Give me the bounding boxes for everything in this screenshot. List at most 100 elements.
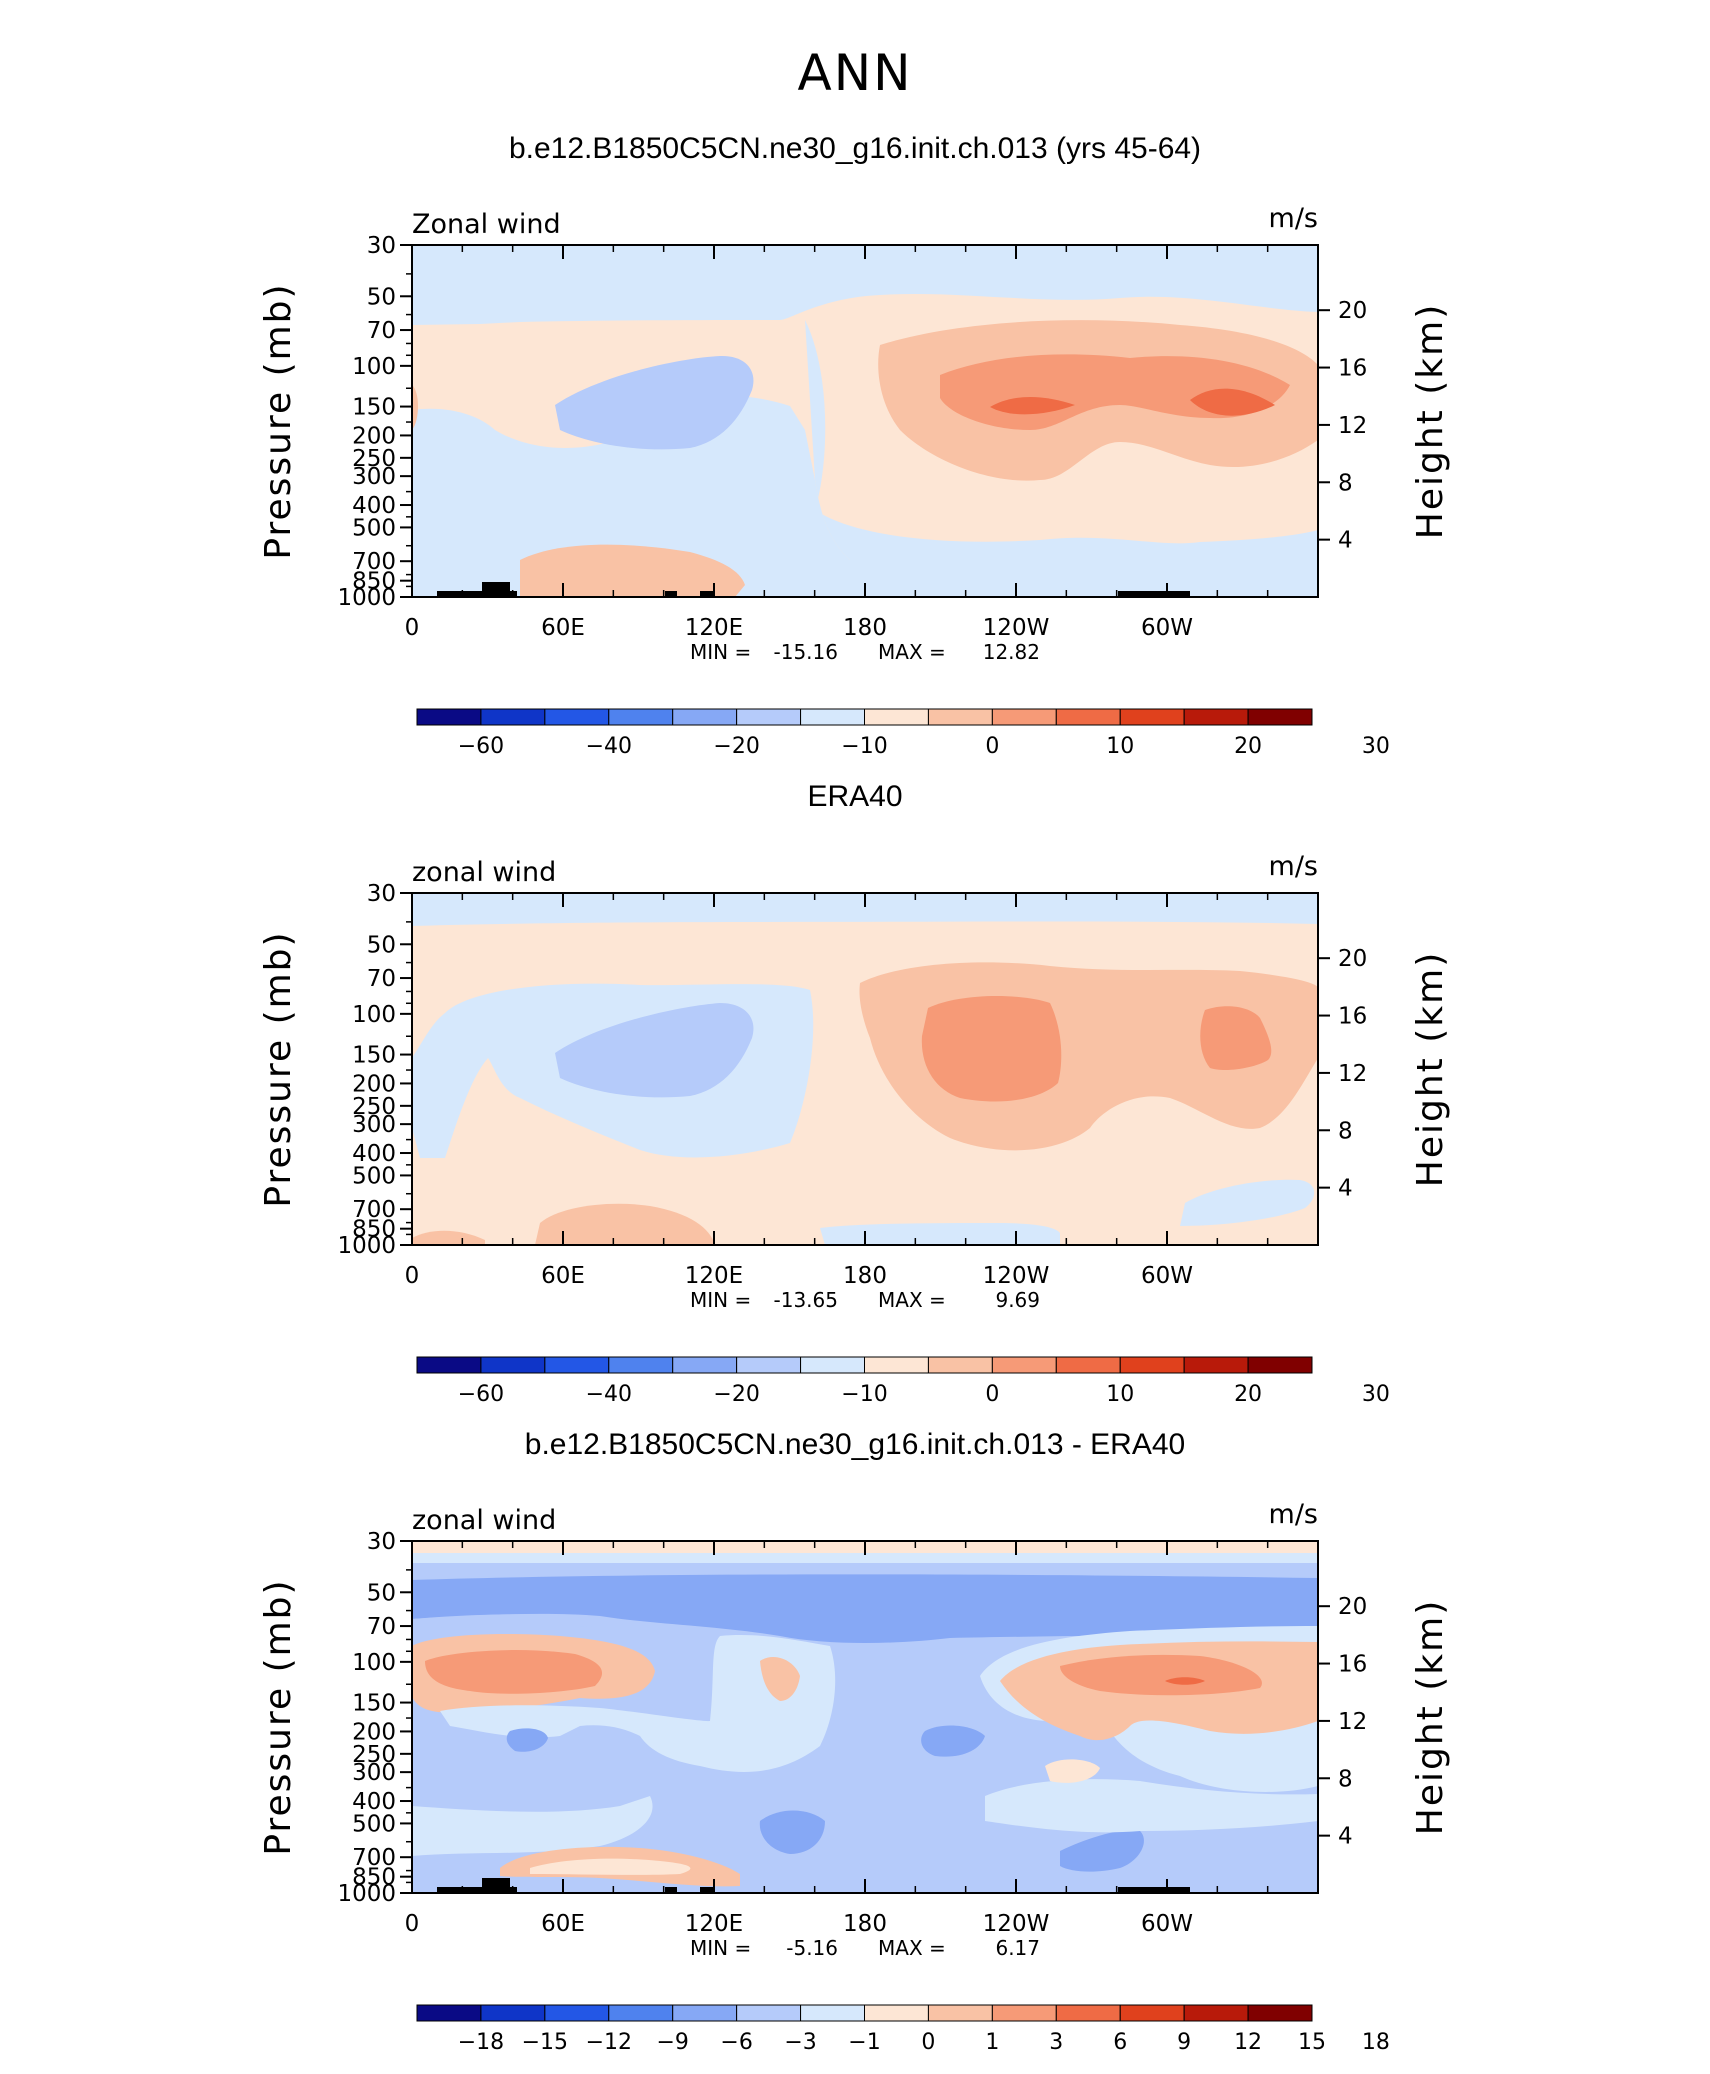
max-label: MAX =	[878, 640, 946, 664]
colorbar-swatch	[672, 1356, 738, 1374]
y-tick-label: 50	[367, 1580, 396, 1606]
y-tick-label: 850	[352, 569, 396, 595]
y-axis-label: Pressure (mb)	[258, 930, 299, 1207]
x-tick-label: 60E	[541, 1911, 585, 1937]
colorbar-swatch	[1055, 708, 1121, 726]
colorbar-swatch	[672, 708, 738, 726]
y-tick-label: 400	[352, 1789, 396, 1815]
x-tick-label: 60W	[1141, 1911, 1193, 1937]
colorbar-swatch	[1183, 1356, 1249, 1374]
y-right-tick-label: 20	[1338, 298, 1367, 324]
colorbar-label: −18	[458, 2030, 504, 2055]
y-tick-label: 70	[367, 966, 396, 992]
panel-1-topography	[437, 582, 1190, 597]
colorbar-label: −40	[586, 1382, 632, 1407]
y-tick-label: 30	[367, 881, 396, 907]
variable-label: Zonal wind	[412, 209, 561, 240]
colorbar-label: 3	[1049, 2030, 1063, 2055]
colorbar-swatch	[927, 2004, 993, 2022]
min-value: -5.16	[786, 1936, 838, 1960]
colorbar-label: 12	[1234, 2030, 1262, 2055]
colorbar-swatch	[1119, 708, 1185, 726]
y-tick-label: 150	[352, 1691, 396, 1717]
colorbar-label: 1	[985, 2030, 999, 2055]
min-value: -13.65	[774, 1288, 838, 1312]
max-value: 6.17	[995, 1936, 1040, 1960]
panel-1-contour-field	[412, 245, 1318, 597]
y-tick-label: 850	[352, 1217, 396, 1243]
colorbar-swatch	[1055, 2004, 1121, 2022]
y-tick-label: 300	[352, 1760, 396, 1786]
colorbar-swatch	[480, 1356, 546, 1374]
max-value: 9.69	[995, 1288, 1040, 1312]
colorbar-label: 18	[1362, 2030, 1390, 2055]
x-tick-label: 0	[405, 615, 420, 641]
x-tick-label: 0	[405, 1911, 420, 1937]
colorbar-swatch	[864, 1356, 929, 1374]
y-tick-label: 70	[367, 318, 396, 344]
panel-3-contour-field	[412, 1541, 1318, 1893]
x-tick-label: 120E	[685, 1263, 743, 1289]
y-tick-label: 700	[352, 1845, 396, 1871]
y-tick-label: 400	[352, 493, 396, 519]
variable-label: zonal wind	[412, 857, 556, 888]
colorbar-swatch	[800, 1356, 865, 1374]
colorbar-label: 9	[1177, 2030, 1191, 2055]
colorbar-label: −10	[841, 1382, 887, 1407]
colorbar-label: 30	[1362, 1382, 1390, 1407]
max-label: MAX =	[878, 1288, 946, 1312]
y-right-tick-label: 4	[1338, 1176, 1353, 1202]
colorbar-swatch	[608, 2004, 674, 2022]
x-tick-label: 180	[843, 1263, 887, 1289]
y-right-tick-label: 12	[1338, 413, 1367, 439]
y-right-tick-label: 8	[1338, 1766, 1353, 1792]
max-label: MAX =	[878, 1936, 946, 1960]
y-tick-label: 200	[352, 1071, 396, 1097]
min-value: -15.16	[774, 640, 838, 664]
colorbar-swatch	[736, 2004, 802, 2022]
y-tick-label: 50	[367, 932, 396, 958]
colorbar-label: 20	[1234, 734, 1262, 759]
colorbar-label: −6	[720, 2030, 752, 2055]
min-label: MIN =	[690, 1288, 751, 1312]
colorbar-label: −20	[713, 1382, 759, 1407]
colorbar-swatch	[544, 1356, 610, 1374]
y-right-tick-label: 12	[1338, 1709, 1367, 1735]
colorbar-label: −15	[522, 2030, 568, 2055]
y-right-tick-label: 12	[1338, 1061, 1367, 1087]
y-tick-label: 700	[352, 1197, 396, 1223]
colorbar-swatch	[544, 708, 610, 726]
y-right-axis-label: Height (km)	[1410, 303, 1451, 539]
x-tick-label: 120W	[983, 1263, 1050, 1289]
colorbar-label: 10	[1106, 734, 1134, 759]
colorbar-swatch	[1247, 2004, 1313, 2022]
y-tick-label: 150	[352, 1043, 396, 1069]
panel-1-title: b.e12.B1850C5CN.ne30_g16.init.ch.013 (yr…	[508, 132, 1202, 165]
colorbar-label: −60	[458, 734, 504, 759]
colorbar-label: 30	[1362, 734, 1390, 759]
y-tick-label: 300	[352, 1112, 396, 1138]
y-right-tick-label: 16	[1338, 1652, 1367, 1678]
colorbar-swatch	[991, 708, 1057, 726]
panel-3-title: b.e12.B1850C5CN.ne30_g16.init.ch.013 - E…	[524, 1428, 1186, 1461]
x-tick-label: 180	[843, 615, 887, 641]
x-tick-label: 60E	[541, 1263, 585, 1289]
y-tick-label: 1000	[337, 1881, 396, 1907]
colorbar-swatch	[544, 2004, 610, 2022]
x-tick-label: 180	[843, 1911, 887, 1937]
panel-2-contour-field	[412, 893, 1318, 1245]
y-right-tick-label: 20	[1338, 946, 1367, 972]
colorbar-label: 0	[921, 2030, 935, 2055]
colorbar-swatch	[1247, 708, 1313, 726]
y-tick-label: 30	[367, 233, 396, 259]
y-tick-label: 30	[367, 1529, 396, 1555]
colorbar-swatch	[416, 1356, 482, 1374]
y-tick-label: 70	[367, 1614, 396, 1640]
min-label: MIN =	[690, 640, 751, 664]
panel-2-chart: 3050701001502002503004005007008501000201…	[258, 851, 1451, 1407]
units-label: m/s	[1269, 1499, 1318, 1530]
y-tick-label: 850	[352, 1865, 396, 1891]
colorbar-swatch	[416, 708, 482, 726]
colorbar-label: 0	[985, 734, 999, 759]
y-tick-label: 250	[352, 446, 396, 472]
